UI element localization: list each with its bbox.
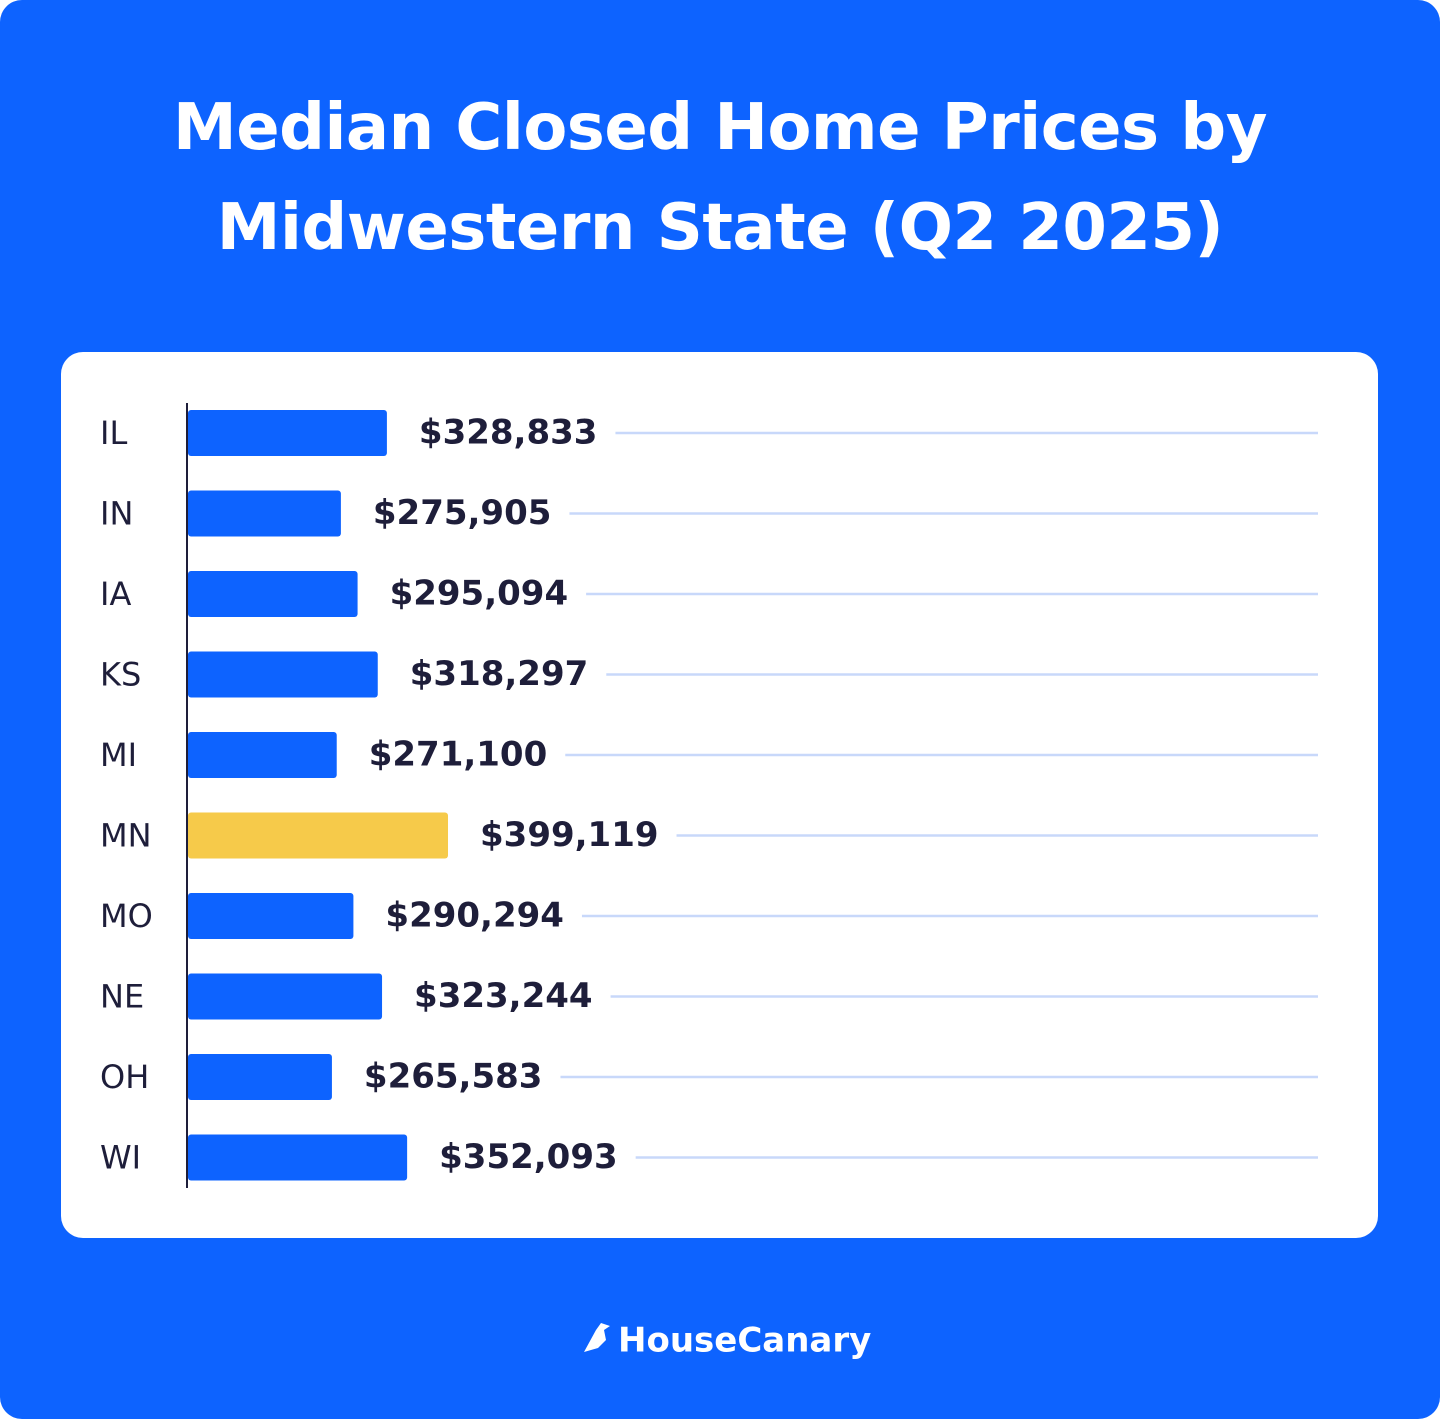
- y-tick-label: MN: [100, 817, 152, 855]
- bar: [188, 651, 378, 698]
- bar: [188, 1134, 408, 1181]
- brand-logo: HouseCanary: [584, 1321, 871, 1361]
- y-tick-label: MO: [100, 897, 153, 935]
- value-label: $295,094: [390, 574, 569, 614]
- y-tick-label: MI: [100, 736, 137, 774]
- y-tick-label: KS: [100, 656, 141, 694]
- value-label: $318,297: [410, 654, 589, 694]
- value-label: $399,119: [480, 815, 659, 855]
- brand-name: HouseCanary: [618, 1321, 871, 1361]
- value-label: $352,093: [439, 1137, 618, 1177]
- value-label: $271,100: [369, 735, 548, 775]
- bar: [188, 973, 383, 1020]
- bar: [188, 410, 387, 456]
- y-tick-label: IN: [100, 495, 133, 533]
- bar: [188, 812, 449, 859]
- value-label: $323,244: [414, 976, 593, 1016]
- value-label: $265,583: [364, 1057, 543, 1097]
- value-label: $328,833: [419, 413, 598, 453]
- bar: [188, 571, 358, 617]
- bar: [188, 1054, 332, 1100]
- value-label: $275,905: [373, 493, 552, 533]
- chart-card: [61, 352, 1378, 1238]
- bar: [188, 490, 341, 537]
- y-tick-label: NE: [100, 978, 144, 1016]
- bar: [188, 893, 354, 939]
- logo-icon: [584, 1323, 610, 1352]
- y-tick-label: IA: [100, 575, 131, 613]
- y-tick-label: WI: [100, 1139, 141, 1177]
- bar: [188, 732, 337, 778]
- value-label: $290,294: [385, 896, 564, 936]
- y-tick-label: OH: [100, 1058, 149, 1096]
- y-tick-label: IL: [100, 414, 127, 452]
- chart-title: Median Closed Home Prices by Midwestern …: [173, 91, 1267, 265]
